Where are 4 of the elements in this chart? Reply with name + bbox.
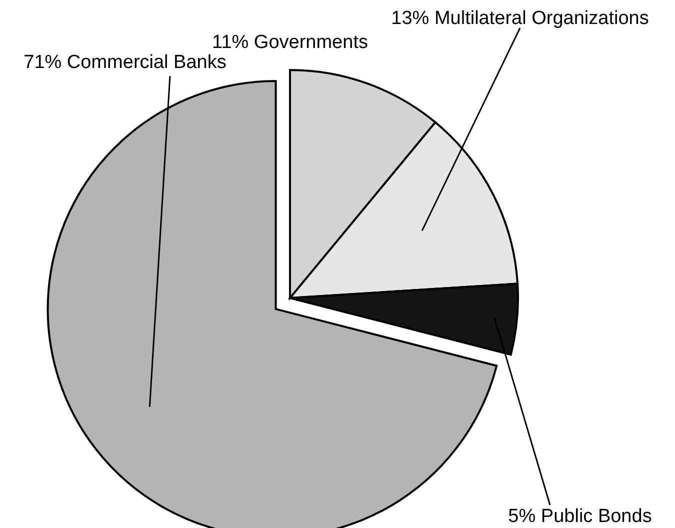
slice-label: 11% Governments: [212, 32, 368, 53]
slice-label: 13% Multilateral Organizations: [391, 8, 649, 29]
slice-label: 71% Commercial Banks: [24, 52, 226, 73]
slice-label: 5% Public Bonds: [508, 506, 652, 527]
